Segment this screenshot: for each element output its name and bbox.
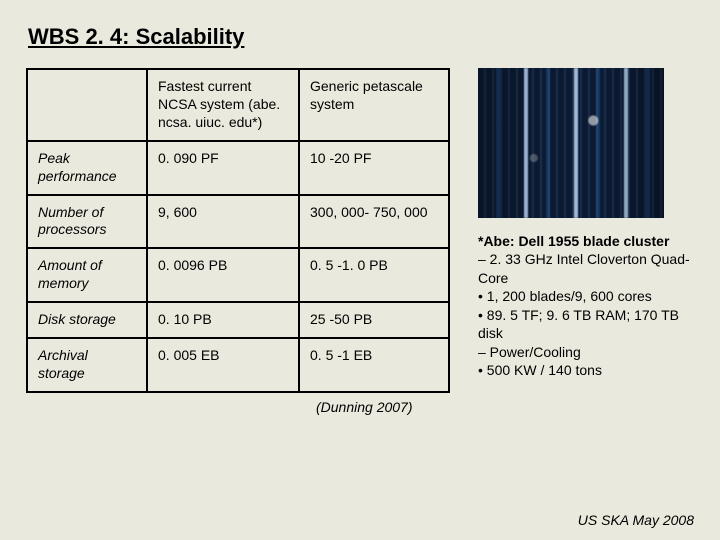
row-label: Peak performance [27, 141, 147, 195]
table-row: Amount of memory 0. 0096 PB 0. 5 -1. 0 P… [27, 248, 449, 302]
cell: 0. 5 -1 EB [299, 338, 449, 392]
cell: 0. 0096 PB [147, 248, 299, 302]
table-row: Archival storage 0. 005 EB 0. 5 -1 EB [27, 338, 449, 392]
sidenote-line: – Power/Cooling [478, 343, 694, 361]
table-row: Disk storage 0. 10 PB 25 -50 PB [27, 302, 449, 338]
cell: 300, 000- 750, 000 [299, 195, 449, 249]
sidenote-line: • 89. 5 TF; 9. 6 TB RAM; 170 TB disk [478, 306, 694, 343]
table-header-petascale: Generic petascale system [299, 69, 449, 141]
table-header-empty [27, 69, 147, 141]
scalability-table-wrap: Fastest current NCSA system (abe. ncsa. … [26, 68, 450, 415]
right-column: *Abe: Dell 1955 blade cluster – 2. 33 GH… [478, 68, 694, 380]
footer: US SKA May 2008 [578, 512, 694, 528]
blade-cluster-photo [478, 68, 664, 218]
sidenote-header: *Abe: Dell 1955 blade cluster [478, 232, 694, 250]
sidenote: *Abe: Dell 1955 blade cluster – 2. 33 GH… [478, 232, 694, 380]
citation: (Dunning 2007) [316, 399, 450, 415]
sidenote-line: • 500 KW / 140 tons [478, 361, 694, 379]
cell: 10 -20 PF [299, 141, 449, 195]
row-label: Amount of memory [27, 248, 147, 302]
slide: WBS 2. 4: Scalability Fastest current NC… [0, 0, 720, 540]
cell: 9, 600 [147, 195, 299, 249]
sidenote-line: • 1, 200 blades/9, 600 cores [478, 287, 694, 305]
table-header-ncsa: Fastest current NCSA system (abe. ncsa. … [147, 69, 299, 141]
cell: 0. 10 PB [147, 302, 299, 338]
row-label: Disk storage [27, 302, 147, 338]
sidenote-line: – 2. 33 GHz Intel Cloverton Quad-Core [478, 250, 694, 287]
table-row: Peak performance 0. 090 PF 10 -20 PF [27, 141, 449, 195]
scalability-table: Fastest current NCSA system (abe. ncsa. … [26, 68, 450, 393]
row-label: Number of processors [27, 195, 147, 249]
row-label: Archival storage [27, 338, 147, 392]
cell: 0. 005 EB [147, 338, 299, 392]
page-title: WBS 2. 4: Scalability [28, 24, 694, 50]
table-row: Number of processors 9, 600 300, 000- 75… [27, 195, 449, 249]
cell: 25 -50 PB [299, 302, 449, 338]
content-row: Fastest current NCSA system (abe. ncsa. … [26, 68, 694, 415]
cell: 0. 090 PF [147, 141, 299, 195]
table-header-row: Fastest current NCSA system (abe. ncsa. … [27, 69, 449, 141]
cell: 0. 5 -1. 0 PB [299, 248, 449, 302]
